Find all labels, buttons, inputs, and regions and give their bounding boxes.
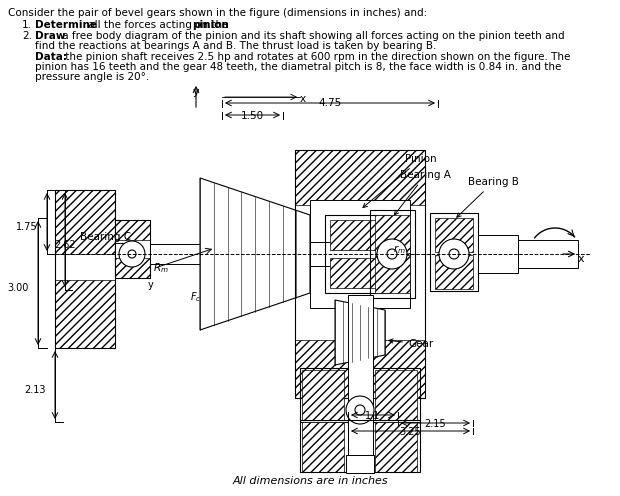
Bar [435,255,473,289]
Text: pinion has 16 teeth and the gear 48 teeth, the diametral pitch is 8, the face wi: pinion has 16 teeth and the gear 48 teet… [35,62,561,72]
Text: All dimensions are in inches: All dimensions are in inches [232,476,388,486]
Text: 2.62: 2.62 [54,240,76,250]
Text: $F_c$: $F_c$ [190,290,202,304]
Circle shape [355,405,365,415]
Text: 3.25: 3.25 [399,427,421,437]
Bar [330,258,385,288]
Bar [115,243,130,265]
Bar [348,295,373,455]
Circle shape [439,239,469,269]
Bar [300,420,420,472]
Text: 1.75: 1.75 [16,222,38,232]
Bar [55,190,115,254]
Bar [330,220,385,250]
Polygon shape [200,178,310,330]
Bar [295,150,425,398]
Bar [325,215,390,293]
Text: Draw: Draw [35,31,66,41]
Bar [375,422,417,472]
Circle shape [377,239,407,269]
Text: y: y [148,280,154,290]
Text: 1.1: 1.1 [365,411,381,421]
Text: all the forces acting on the: all the forces acting on the [85,20,232,30]
Bar [430,213,478,291]
Text: a free body diagram of the pinion and its shaft showing all forces acting on the: a free body diagram of the pinion and it… [59,31,565,41]
Bar [55,280,115,348]
Bar [295,150,425,205]
Polygon shape [335,300,385,365]
Text: 2.13: 2.13 [24,385,46,395]
Bar [370,210,415,298]
Bar [435,218,473,252]
Bar [518,240,578,268]
Bar [302,370,344,420]
Text: Bearing C: Bearing C [80,232,131,242]
Text: the pinion shaft receives 2.5 hp and rotates at 600 rpm in the direction shown o: the pinion shaft receives 2.5 hp and rot… [62,52,570,62]
Text: pressure angle is 20°.: pressure angle is 20°. [35,72,149,82]
Bar [375,215,410,253]
Text: Bearing A: Bearing A [394,170,451,215]
Circle shape [387,249,397,259]
Bar [310,242,370,266]
Circle shape [128,250,136,258]
Text: Bearing B: Bearing B [457,177,519,217]
Text: find the reactions at bearings A and B. The thrust load is taken by bearing B.: find the reactions at bearings A and B. … [35,41,436,51]
Bar [478,235,518,273]
Text: x: x [300,94,306,104]
Text: Gear: Gear [389,339,433,349]
Text: 4.75: 4.75 [319,98,342,108]
Text: 2.15: 2.15 [424,419,446,429]
Text: pinion: pinion [192,20,229,30]
Text: Pinion: Pinion [363,154,436,207]
Bar [375,255,410,293]
Bar [300,368,420,422]
Bar [302,422,344,472]
Text: Consider the pair of bevel gears shown in the figure (dimensions in inches) and:: Consider the pair of bevel gears shown i… [8,8,427,18]
Bar [375,370,417,420]
Text: 3.00: 3.00 [7,283,29,293]
Text: x: x [578,254,585,264]
Bar [55,190,115,348]
Text: Determine: Determine [35,20,97,30]
Bar [150,244,200,264]
Text: .: . [224,20,228,30]
Text: 2.: 2. [22,31,32,41]
Circle shape [449,249,459,259]
Text: 1.50: 1.50 [241,111,264,121]
Circle shape [119,241,145,267]
Circle shape [346,396,374,424]
Bar [346,455,374,473]
Bar [295,340,425,398]
Bar [310,200,410,308]
Text: Data:: Data: [35,52,67,62]
Text: 1.: 1. [22,20,32,30]
Text: y: y [193,87,200,97]
Bar [115,220,150,240]
Text: $r_m$: $r_m$ [393,243,406,256]
Bar [115,220,150,278]
Bar [115,258,150,278]
Text: $R_m$: $R_m$ [153,261,169,275]
